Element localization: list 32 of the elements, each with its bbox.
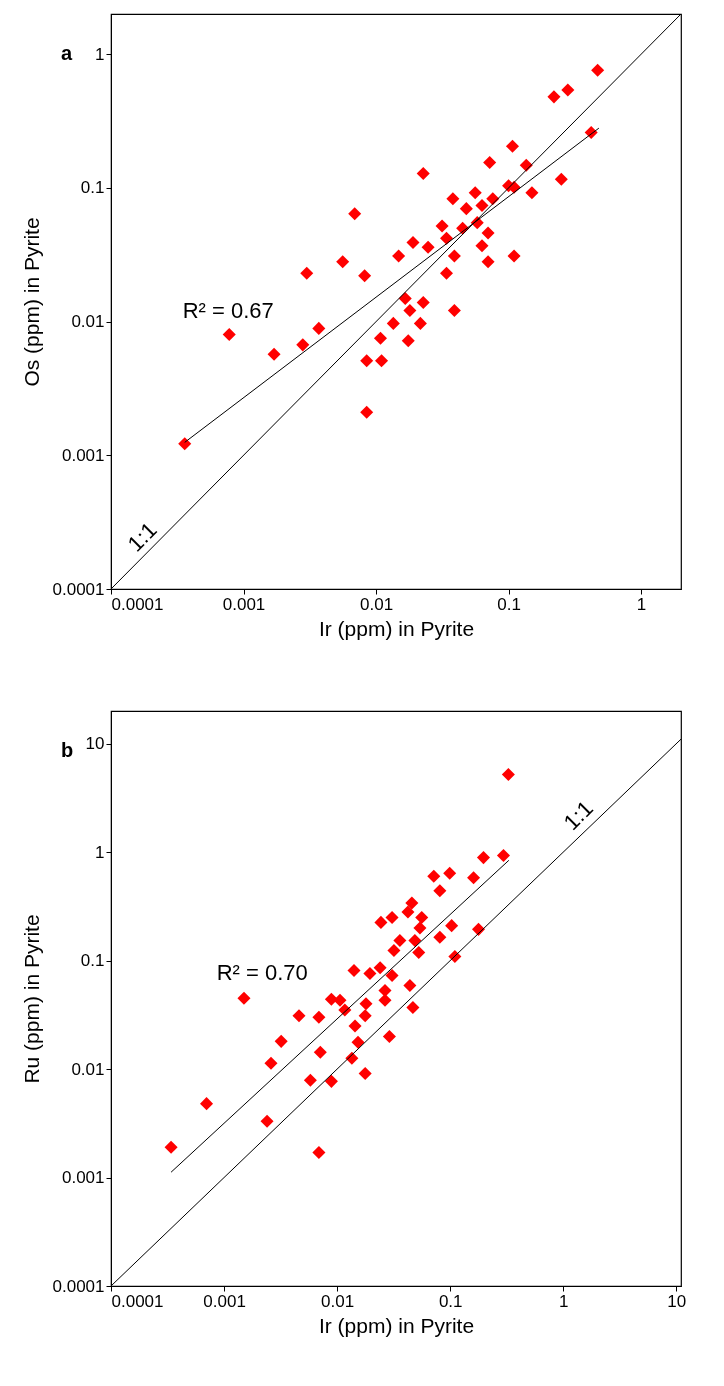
y-tick-label: 1 bbox=[95, 44, 105, 64]
text: R² = 0.70 bbox=[216, 959, 308, 985]
x-axis-title: Ir (ppm) in Pyrite bbox=[318, 616, 475, 640]
x-tick-label: 0.01 bbox=[321, 1291, 355, 1311]
y-tick-label: 0.001 bbox=[61, 445, 105, 465]
text: a bbox=[61, 41, 73, 64]
text: 1:1 bbox=[122, 517, 162, 557]
y-tick-label: 0.1 bbox=[80, 951, 105, 971]
text: b bbox=[61, 739, 74, 761]
y-axis-title: Ru (ppm) in Pyrite bbox=[19, 914, 43, 1084]
x-tick-label: 1 bbox=[559, 1291, 569, 1311]
x-tick-label: 0.1 bbox=[497, 594, 521, 614]
y-tick-label: 0.01 bbox=[71, 1059, 105, 1079]
y-tick-label: 0.1 bbox=[80, 178, 105, 198]
x-tick-label: 0.0001 bbox=[111, 594, 164, 614]
y-tick-label: 0.0001 bbox=[52, 1276, 105, 1296]
series-label: R² = 0.67 bbox=[182, 298, 274, 324]
y-axis-title: Os (ppm) in Pyrite bbox=[19, 217, 43, 387]
y-tick-label: 0.001 bbox=[61, 1168, 105, 1188]
text: 1:1 bbox=[558, 795, 598, 836]
x-tick-label: 0.0001 bbox=[111, 1291, 164, 1311]
x-axis-title: Ir (ppm) in Pyrite bbox=[318, 1313, 475, 1337]
x-tick-label: 0.001 bbox=[222, 594, 266, 614]
x-tick-label: 0.001 bbox=[203, 1291, 246, 1311]
y-tick-label: 0.0001 bbox=[52, 579, 105, 599]
x-tick-label: 0.01 bbox=[360, 594, 394, 614]
x-tick-label: 0.1 bbox=[438, 1291, 463, 1311]
y-tick-label: 0.01 bbox=[71, 312, 105, 332]
y-tick-label: 10 bbox=[85, 734, 105, 754]
x-tick-label: 10 bbox=[667, 1291, 687, 1311]
y-tick-label: 1 bbox=[95, 842, 105, 862]
x-tick-label: 1 bbox=[636, 594, 647, 614]
